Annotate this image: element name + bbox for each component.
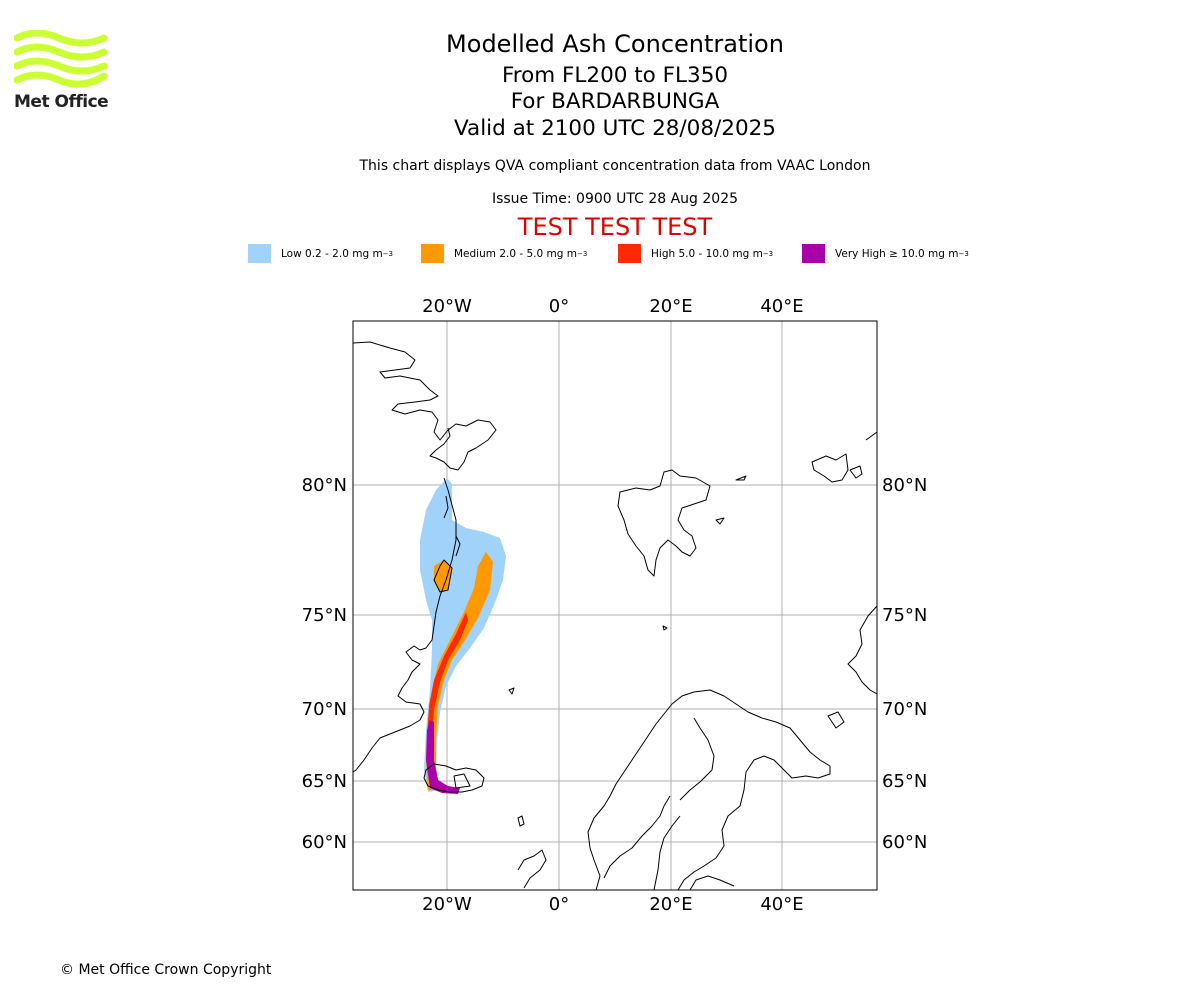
lat-tick-right-60n: 60°N	[882, 832, 927, 853]
lat-tick-left-80n: 80°N	[302, 475, 347, 496]
flight-level-range: From FL200 to FL350	[501, 63, 729, 88]
met-office-waves-icon	[13, 29, 108, 88]
legend-swatch-high	[618, 244, 641, 263]
lat-tick-right-80n: 80°N	[882, 475, 927, 496]
ash-very-high-region	[426, 720, 460, 794]
lon-tick-top-20w: 20°W	[422, 296, 472, 317]
test-banner: TEST TEST TEST	[517, 213, 713, 241]
lat-tick-left-60n: 60°N	[302, 832, 347, 853]
lat-tick-right-75n: 75°N	[882, 605, 927, 626]
volcano-name: For BARDARBUNGA	[510, 89, 720, 114]
legend-sup-low: −3	[382, 249, 394, 258]
legend-label-medium: Medium 2.0 - 5.0 mg m	[454, 247, 577, 260]
lon-tick-top-20e: 20°E	[649, 296, 692, 317]
logo-text: Met Office	[14, 92, 109, 112]
ash-medium-region-main	[426, 552, 493, 790]
lon-tick-bottom-20w: 20°W	[422, 894, 472, 915]
copyright-notice: © Met Office Crown Copyright	[60, 962, 272, 978]
lon-tick-bottom-20e: 20°E	[649, 894, 692, 915]
legend-swatch-very-high	[802, 244, 825, 263]
lat-tick-left-75n: 75°N	[302, 605, 347, 626]
legend-item-very-high: Very High ≥ 10.0 mg m −3	[802, 244, 969, 263]
lon-tick-top-0: 0°	[549, 296, 569, 317]
ash-medium-region	[434, 560, 452, 592]
legend-item-low: Low 0.2 - 2.0 mg m −3	[248, 244, 393, 263]
legend-sup-high: −3	[762, 249, 774, 258]
lon-tick-bottom-40e: 40°E	[760, 894, 803, 915]
map-frame	[352, 320, 878, 891]
legend-label-very-high: Very High ≥ 10.0 mg m	[835, 247, 959, 260]
legend-item-medium: Medium 2.0 - 5.0 mg m −3	[421, 244, 587, 263]
legend-swatch-low	[248, 244, 271, 263]
valid-time: Valid at 2100 UTC 28/08/2025	[453, 116, 776, 141]
legend-sup-medium: −3	[576, 249, 588, 258]
chart-title: Modelled Ash Concentration	[446, 30, 784, 58]
lat-tick-left-65n: 65°N	[302, 771, 347, 792]
qva-subtitle: This chart displays QVA compliant concen…	[359, 158, 871, 174]
lon-tick-bottom-0: 0°	[549, 894, 569, 915]
coastlines	[353, 341, 877, 890]
lat-tick-right-65n: 65°N	[882, 771, 927, 792]
issue-time: Issue Time: 0900 UTC 28 Aug 2025	[491, 191, 739, 207]
legend-label-low: Low 0.2 - 2.0 mg m	[281, 247, 383, 260]
met-office-logo: Met Office	[13, 29, 109, 112]
legend-label-high: High 5.0 - 10.0 mg m	[651, 247, 763, 260]
legend-swatch-medium	[421, 244, 444, 263]
lat-tick-right-70n: 70°N	[882, 699, 927, 720]
lon-tick-top-40e: 40°E	[760, 296, 803, 317]
legend-item-high: High 5.0 - 10.0 mg m −3	[618, 244, 773, 263]
legend-sup-very-high: −3	[958, 249, 969, 258]
lat-tick-left-70n: 70°N	[302, 699, 347, 720]
